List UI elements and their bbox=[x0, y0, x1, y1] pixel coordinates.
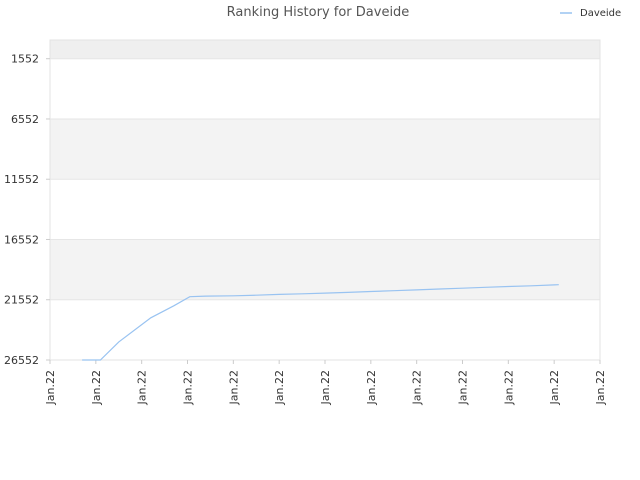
chart-title: Ranking History for Daveide bbox=[227, 5, 410, 20]
x-tick-label: Jan.22 bbox=[548, 370, 561, 405]
x-tick-label: Jan.22 bbox=[411, 370, 424, 405]
x-tick-label: Jan.22 bbox=[457, 370, 470, 405]
x-tick-label: Jan.22 bbox=[273, 370, 286, 405]
plot-band bbox=[50, 118, 600, 180]
x-tick-label: Jan.22 bbox=[182, 370, 195, 405]
plot-band bbox=[50, 239, 600, 300]
plot-area bbox=[50, 40, 600, 360]
y-tick-label: 6552 bbox=[11, 113, 39, 126]
y-tick-label: 1552 bbox=[11, 53, 39, 66]
y-tick-label: 21552 bbox=[4, 294, 39, 307]
x-tick-label: Jan.22 bbox=[90, 370, 103, 405]
plot-band bbox=[50, 40, 600, 59]
legend[interactable]: Daveide bbox=[560, 8, 621, 19]
legend-label: Daveide bbox=[580, 8, 621, 19]
x-tick-label: Jan.22 bbox=[594, 370, 607, 405]
plot-bands bbox=[50, 40, 600, 300]
y-tick-label: 11552 bbox=[4, 173, 39, 186]
x-tick-label: Jan.22 bbox=[365, 370, 378, 405]
x-tick-label: Jan.22 bbox=[227, 370, 240, 405]
y-tick-label: 26552 bbox=[4, 354, 39, 367]
x-tick-label: Jan.22 bbox=[319, 370, 332, 405]
series-line-0 bbox=[82, 284, 559, 361]
y-tick-label: 16552 bbox=[4, 233, 39, 246]
x-tick-label: Jan.22 bbox=[502, 370, 515, 405]
x-axis: Jan.22 Jan.22 Jan.22 Jan.22 Jan.22 Jan.22 Jan.… bbox=[44, 360, 607, 405]
x-tick-label: Jan.22 bbox=[136, 370, 149, 405]
series-layer bbox=[82, 284, 559, 361]
x-tick-label: Jan.22 bbox=[44, 370, 57, 405]
y-axis: 1552 6552 11552 16552 21552 26552 bbox=[4, 53, 50, 367]
